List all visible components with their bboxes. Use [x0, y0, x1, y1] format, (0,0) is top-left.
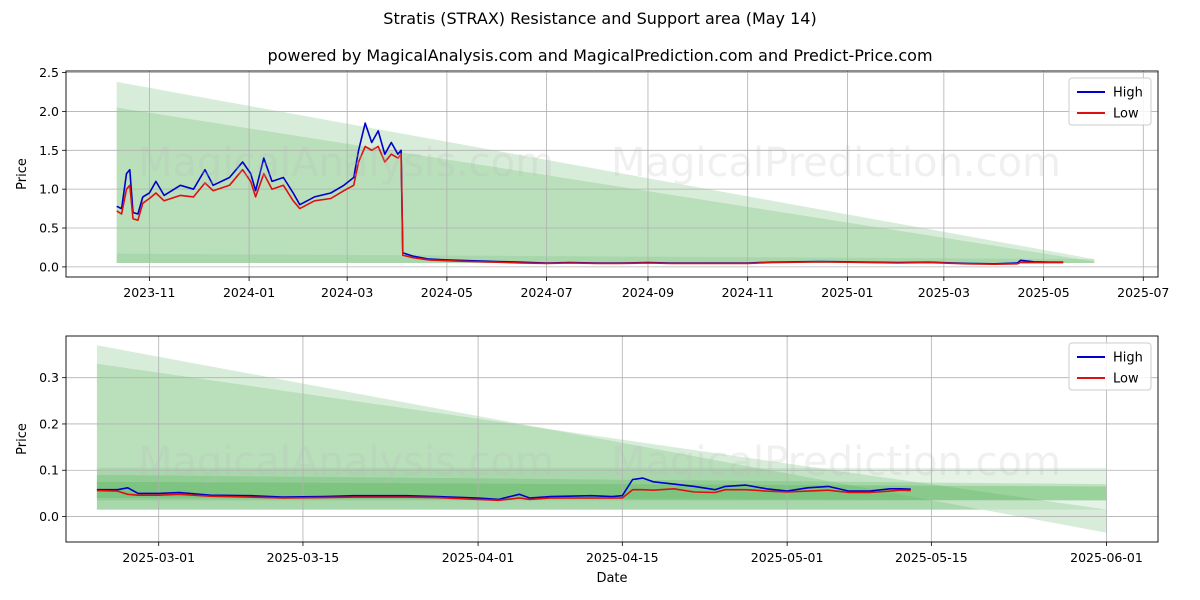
support-resistance-band: [96, 467, 1107, 510]
legend: High Low: [1068, 77, 1152, 126]
x-tick-label: 2025-06-01: [1070, 550, 1143, 565]
y-tick-label: 0.5: [39, 221, 59, 236]
x-tick-label: 2024-03: [321, 285, 373, 300]
y-tick-label: 2.5: [39, 65, 59, 80]
x-tick-label: 2025-01: [821, 285, 873, 300]
y-tick-label: 0.2: [39, 416, 59, 431]
watermark: MagicalPrediction.com: [611, 439, 1061, 485]
x-tick-label: 2025-07: [1117, 285, 1169, 300]
support-resistance-band: [116, 253, 1095, 264]
y-tick-label: 2.0: [39, 104, 59, 119]
x-tick-label: 2025-04-01: [442, 550, 515, 565]
chart-title: Stratis (STRAX) Resistance and Support a…: [383, 9, 817, 28]
y-tick-label: 0.0: [39, 509, 59, 524]
x-tick-label: 2024-01: [223, 285, 275, 300]
x-tick-label: 2025-05-15: [895, 550, 968, 565]
plot-area: [66, 71, 1158, 277]
x-tick-label: 2025-03-01: [122, 550, 195, 565]
x-tick-label: 2025-03: [918, 285, 970, 300]
y-tick-label: 1.5: [39, 143, 59, 158]
legend: High Low: [1068, 342, 1152, 391]
chart-top: MagicalAnalysis.com MagicalPrediction.com…: [15, 65, 1169, 300]
x-tick-label: 2024-07: [520, 285, 572, 300]
support-resistance-band: [116, 81, 1095, 264]
y-axis-label: Price: [15, 158, 30, 190]
y-tick-label: 0.1: [39, 463, 59, 478]
y-tick-label: 1.0: [39, 182, 59, 197]
y-axis-label: Price: [15, 423, 30, 455]
legend-label-high: High: [1113, 351, 1143, 366]
x-tick-label: 2024-05: [421, 285, 473, 300]
x-axis-label: Date: [596, 571, 627, 586]
support-resistance-band: [96, 363, 1107, 510]
axes-frame: [65, 70, 1159, 278]
x-tick-label: 2024-09: [622, 285, 674, 300]
legend-label-high: High: [1113, 86, 1143, 101]
x-tick-label: 2025-05: [1017, 285, 1069, 300]
series-low-line: [116, 145, 1064, 265]
x-tick-label: 2025-03-15: [267, 550, 340, 565]
support-resistance-band: [96, 481, 1107, 501]
x-tick-label: 2025-05-01: [751, 550, 824, 565]
x-tick-label: 2024-11: [722, 285, 774, 300]
legend-label-low: Low: [1113, 107, 1139, 122]
watermark: MagicalPrediction.com: [611, 140, 1061, 186]
support-resistance-band: [96, 345, 1107, 533]
plot-area: [66, 336, 1158, 542]
chart-subtitle: powered by MagicalAnalysis.com and Magic…: [267, 46, 933, 65]
axes-frame: [65, 335, 1159, 543]
support-resistance-band: [116, 107, 1095, 264]
series-low-line: [96, 488, 911, 502]
legend-label-low: Low: [1113, 372, 1139, 387]
x-tick-label: 2025-04-15: [586, 550, 659, 565]
y-tick-label: 0.0: [39, 259, 59, 274]
series-high-line: [96, 477, 911, 501]
support-resistance-band: [96, 474, 1107, 501]
y-tick-label: 0.3: [39, 370, 59, 385]
x-tick-label: 2023-11: [123, 285, 175, 300]
watermark: MagicalAnalysis.com: [138, 439, 554, 485]
watermark: MagicalAnalysis.com: [138, 140, 554, 186]
legend-box: [1068, 342, 1152, 391]
